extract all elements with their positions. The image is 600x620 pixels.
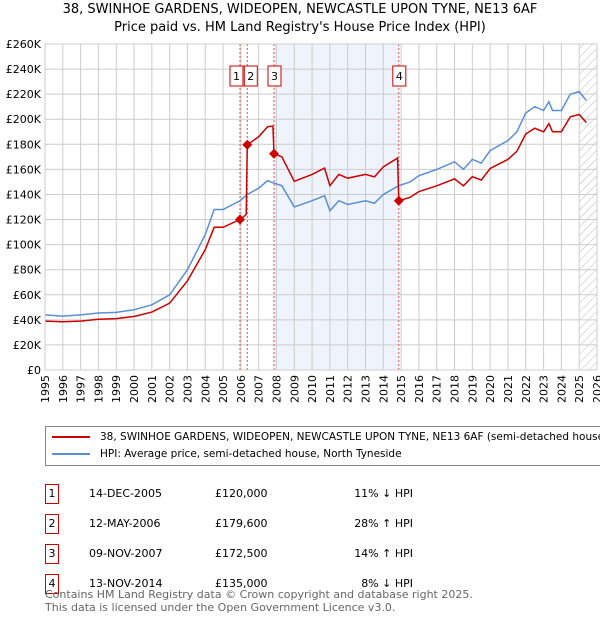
sale-hpi-diff: 14% ↑ HPI [354,547,413,560]
sale-number: 1 [45,484,59,504]
plot-frame [44,43,598,371]
x-tick-label: 2003 [181,375,194,403]
x-tick-label: 2022 [520,375,533,403]
legend-blue-line [52,453,90,455]
sale-date: 13-NOV-2014 [89,577,163,590]
sale-price: £172,500 [215,547,268,560]
y-tick-label: £40K [13,314,42,327]
y-tick-label: £200K [6,113,42,126]
chart-subtitle: Price paid vs. HM Land Registry's House … [114,20,486,35]
y-tick-label: £160K [6,163,42,176]
sale-badge [267,65,282,87]
sale-point [393,195,404,206]
price-chart: 1995 1996 1997 1998 1999 2000 2001 2002 2003 2004… [6,38,600,403]
sale-number: 4 [45,574,59,594]
sale-badge-label: 4 [396,70,403,83]
sale-badge [229,65,244,87]
sale-badge-label: 1 [233,70,240,83]
x-tick-label: 2020 [484,375,497,403]
shaded-region [273,44,399,370]
x-tick-label: 2007 [253,375,266,403]
hatched-region [579,44,597,370]
x-tick-label: 2004 [199,375,212,403]
legend: 38, SWINHOE GARDENS, WIDEOPEN, NEWCASTLE… [45,426,600,466]
x-tick-label: 2019 [466,375,479,403]
sale-point [268,148,279,159]
x-tick-label: 2021 [502,375,515,403]
x-tick-label: 2023 [538,375,551,403]
y-tick-label: £100K [6,239,42,252]
legend-property: 38, SWINHOE GARDENS, WIDEOPEN, NEWCASTLE… [100,431,600,443]
legend-hpi: HPI: Average price, semi-detached house,… [100,448,402,460]
x-tick-label: 2006 [235,375,248,403]
x-tick-label: 2002 [164,375,177,403]
sale-price: £135,000 [215,577,268,590]
x-tick-label: 1999 [110,375,123,403]
y-tick-label: £0 [27,364,41,377]
x-tick-label: 2017 [431,375,444,403]
sale-badge-label: 2 [247,70,254,83]
x-tick-label: 1997 [75,375,88,403]
x-tick-label: 2010 [306,375,319,403]
sale-badge [243,65,258,87]
legend-red-line [52,436,90,438]
footer-line1: Contains HM Land Registry data © Crown c… [45,588,473,601]
sale-number: 2 [45,514,59,534]
x-tick-label: 1996 [57,375,70,403]
y-tick-label: £60K [13,289,42,302]
x-tick-label: 2000 [128,375,141,403]
sale-number: 3 [45,544,59,564]
y-tick-label: £260K [6,38,42,51]
x-tick-label: 2008 [270,375,283,403]
sale-point [234,214,245,225]
sale-date: 14-DEC-2005 [89,487,163,500]
chart-title: 38, SWINHOE GARDENS, WIDEOPEN, NEWCASTLE… [62,2,538,17]
y-tick-label: £80K [13,264,42,277]
sale-price: £120,000 [215,487,268,500]
sale-date: 09-NOV-2007 [89,547,163,560]
y-tick-label: £180K [6,138,42,151]
sale-price: £179,600 [215,517,268,530]
sale-date: 12-MAY-2006 [89,517,161,530]
x-tick-label: 2012 [342,375,355,403]
sale-badge [392,65,407,87]
x-tick-label: 2014 [377,375,390,403]
x-tick-label: 2025 [573,375,586,403]
x-tick-label: 2024 [555,375,568,403]
footer-line2: This data is licensed under the Open Gov… [45,601,396,614]
property-price-line [44,113,587,323]
x-tick-label: 2015 [395,375,408,403]
sale-hpi-diff: 28% ↑ HPI [354,517,413,530]
footer: Contains HM Land Registry data © Crown c… [45,588,473,614]
y-tick-label: £220K [6,88,42,101]
x-tick-label: 2018 [449,375,462,403]
x-tick-label: 2013 [360,375,373,403]
x-tick-label: 2005 [217,375,230,403]
y-tick-label: £140K [6,188,42,201]
y-tick-label: £120K [6,214,42,227]
y-tick-label: £20K [13,339,42,352]
y-tick-label: £240K [6,63,42,76]
hpi-line [44,90,587,317]
x-tick-label: 2011 [324,375,337,403]
x-tick-label: 1995 [39,375,52,403]
sale-hpi-diff: 11% ↓ HPI [354,487,413,500]
sale-hpi-diff: 8% ↓ HPI [361,577,413,590]
x-tick-label: 2001 [146,375,159,403]
x-tick-label: 2026 [591,375,600,403]
x-tick-label: 1998 [92,375,105,403]
x-tick-label: 2016 [413,375,426,403]
sale-badge-label: 3 [271,70,278,83]
sale-point [242,139,253,150]
x-tick-label: 2009 [288,375,301,403]
